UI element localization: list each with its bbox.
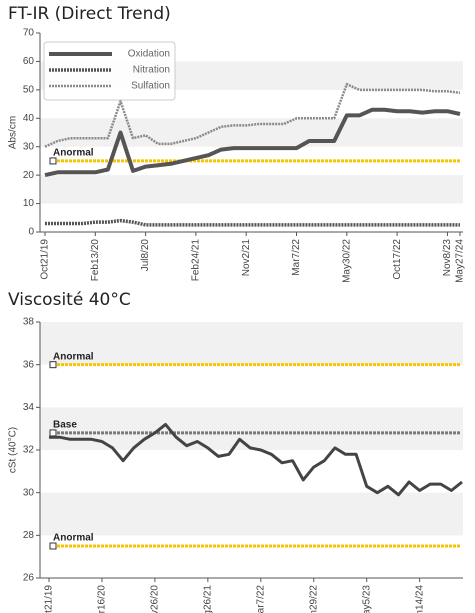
x-tick-label: Jan14/24 (414, 585, 425, 613)
x-tick-label: Oct17/22 (392, 239, 403, 280)
grid-band (40, 407, 463, 450)
x-tick-label: Mar16/20 (97, 585, 108, 613)
y-tick-label: 34 (23, 402, 35, 413)
y-tick-label: 50 (23, 84, 35, 95)
x-tick-label: Nov26/20 (150, 585, 161, 613)
y-tick-label: 28 (23, 530, 35, 541)
x-tick-label: Mar7/22 (291, 239, 302, 276)
threshold-label: Anormal (53, 533, 94, 544)
y-tick-label: 0 (28, 227, 34, 238)
threshold-marker (49, 157, 57, 165)
x-tick-label: May27/24 (455, 239, 466, 283)
grid-band (40, 118, 463, 147)
threshold-marker (49, 429, 57, 437)
chart: FT-IR (Direct Trend) 0 10 20 30 40 50 60 70 Abs/c… (8, 4, 466, 283)
legend-label: Nitration (133, 65, 170, 76)
threshold-label: Base (53, 420, 77, 431)
x-tick-label: Nov8/23 (442, 239, 453, 277)
x-tick-label: May5/23 (361, 585, 372, 613)
grid-band (40, 175, 463, 204)
threshold-marker (49, 542, 57, 550)
x-tick-label: Jun29/22 (308, 585, 319, 613)
x-tick-label: Mar7/22 (255, 585, 266, 613)
threshold-label: Anormal (53, 351, 94, 362)
legend-label: Oxidation (128, 49, 170, 60)
legend-label: Sulfation (131, 81, 170, 92)
y-tick-label: 26 (23, 573, 35, 584)
x-tick-label: Oct21/19 (44, 585, 55, 613)
x-tick-label: Feb24/21 (191, 239, 202, 282)
series-line (45, 218, 460, 227)
x-tick-label: Feb13/20 (90, 239, 101, 282)
chart-title: FT-IR (Direct Trend) (8, 4, 171, 24)
chart: Viscosité 40°C 26 28 30 32 34 36 38 cSt (40°C) Oc… (8, 290, 463, 613)
y-tick-label: 36 (23, 359, 35, 370)
y-tick-label: 60 (23, 56, 35, 67)
y-tick-label: 40 (23, 113, 35, 124)
threshold-label: Anormal (53, 148, 94, 159)
y-axis-label: cSt (40°C) (8, 427, 19, 473)
threshold-marker (49, 361, 57, 369)
x-tick-label: May30/22 (341, 239, 352, 283)
series-line (44, 82, 461, 148)
y-tick-label: 20 (23, 170, 35, 181)
y-tick-label: 70 (23, 28, 35, 39)
chart-title: Viscosité 40°C (8, 290, 131, 310)
x-tick-label: Oct21/19 (40, 239, 51, 280)
y-tick-label: 38 (23, 317, 35, 328)
y-tick-label: 30 (23, 141, 35, 152)
series-line (44, 107, 461, 178)
series-line (49, 422, 463, 497)
x-tick-label: Nov2/21 (241, 239, 252, 277)
y-axis-label: Abs/cm (8, 116, 19, 149)
y-tick-label: 10 (23, 198, 35, 209)
x-tick-label: Aug26/21 (202, 585, 213, 613)
grid-band (40, 492, 463, 536)
y-tick-label: 30 (23, 487, 35, 498)
x-tick-label: Jul8/20 (140, 239, 151, 272)
y-tick-label: 32 (23, 445, 35, 456)
grid-band (40, 322, 463, 365)
